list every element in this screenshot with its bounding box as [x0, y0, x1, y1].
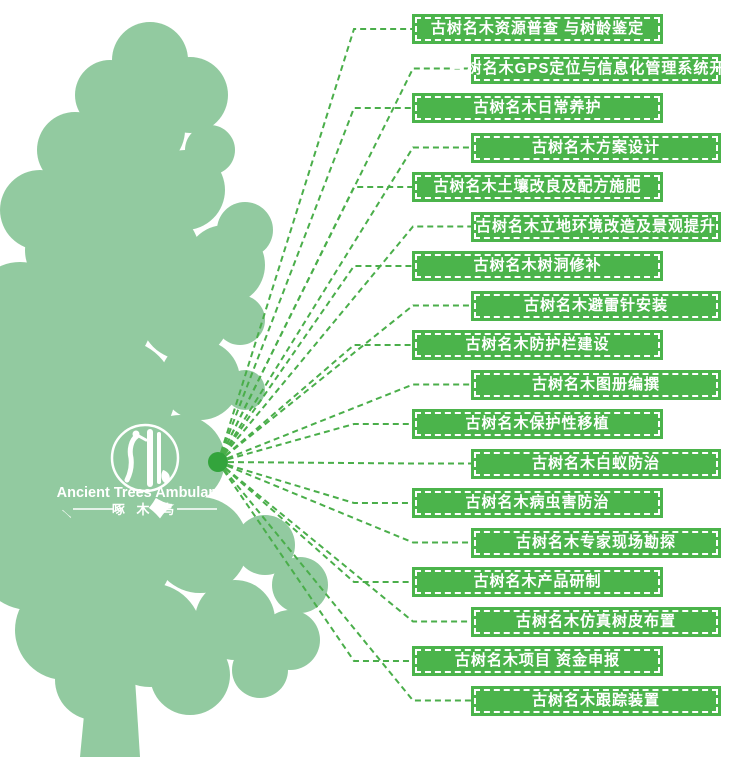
- service-banner: 古树名木立地环境改造及景观提升: [471, 211, 721, 242]
- service-banner: 古树名木专家现场勘探: [471, 527, 721, 558]
- service-label: 古树名木跟踪装置: [531, 691, 660, 709]
- service-banner: 古树名木树洞修补: [412, 251, 663, 281]
- service-banner: 古树名木项目 资金申报: [412, 646, 663, 676]
- connector-lines: [217, 28, 471, 702]
- connector-line: [217, 461, 412, 662]
- service-banner: 古树名木日常养护: [412, 93, 663, 123]
- service-banner: 古树名木资源普查 与树龄鉴定: [412, 14, 663, 44]
- service-label: 古树名木资源普查 与树龄鉴定: [430, 20, 645, 37]
- connector-line: [217, 461, 471, 465]
- service-label: 古树名木病虫害防治: [465, 494, 610, 511]
- service-label: 古树名木项目 资金申报: [454, 652, 621, 669]
- tree-trunk: [80, 600, 140, 757]
- service-label: 古树名木仿真树皮布置: [515, 612, 676, 630]
- service-banner: 古树名木仿真树皮布置: [471, 606, 721, 637]
- connector-line: [217, 461, 471, 623]
- service-banner: 古树名木图册编撰: [471, 369, 721, 400]
- service-banner: 古树名木土壤改良及配方施肥: [412, 172, 663, 202]
- service-banner: 古树名木病虫害防治: [412, 488, 663, 518]
- logo-subtitle: 啄 木 鸟: [112, 502, 178, 517]
- service-banner: 古树名木产品研制: [412, 567, 663, 597]
- convergence-dot: [208, 452, 228, 472]
- service-label: 古树名木专家现场勘探: [515, 533, 676, 551]
- service-label: 古树名木GPS定位与信息化管理系统开发: [450, 59, 742, 77]
- connector-line: [217, 28, 412, 463]
- service-label: 古树名木土壤改良及配方施肥: [433, 178, 642, 195]
- service-label: 古树名木立地环境改造及景观提升: [475, 217, 716, 235]
- service-label: 古树名木白蚁防治: [531, 454, 660, 472]
- connector-line: [217, 304, 471, 463]
- service-banner: 古树名木跟踪装置: [471, 685, 721, 716]
- connector-line: [217, 225, 471, 463]
- service-banner: 古树名木方案设计: [471, 132, 721, 163]
- woodpecker-logo-icon: [124, 429, 170, 487]
- connector-line: [217, 423, 412, 463]
- connector-line: [217, 461, 412, 504]
- service-banner: 古树名木白蚁防治: [471, 448, 721, 479]
- service-label: 古树名木树洞修补: [473, 257, 602, 274]
- service-banner: 古树名木防护栏建设: [412, 330, 663, 360]
- service-label: 古树名木避雷针安装: [523, 296, 668, 314]
- connector-line: [217, 146, 471, 463]
- logo-title: Ancient Trees Ambulance: [57, 485, 234, 501]
- connector-line: [217, 186, 412, 463]
- logo: Ancient Trees Ambulance 啄 木 鸟: [57, 423, 234, 517]
- service-banner: 古树名木避雷针安装: [471, 290, 721, 321]
- service-label: 古树名木图册编撰: [531, 375, 660, 393]
- connector-line: [217, 461, 471, 544]
- service-banner: 古树名木保护性移植: [412, 409, 663, 439]
- service-label: 古树名木方案设计: [531, 138, 660, 156]
- service-banner: 古树名木GPS定位与信息化管理系统开发: [451, 53, 740, 84]
- service-label: 古树名木日常养护: [473, 99, 602, 116]
- service-label: 古树名木防护栏建设: [465, 336, 610, 353]
- service-label: 古树名木产品研制: [473, 573, 602, 590]
- connector-line: [217, 461, 412, 583]
- service-label: 古树名木保护性移植: [465, 415, 610, 432]
- logo-ring: [110, 423, 180, 493]
- connector-line: [217, 461, 471, 702]
